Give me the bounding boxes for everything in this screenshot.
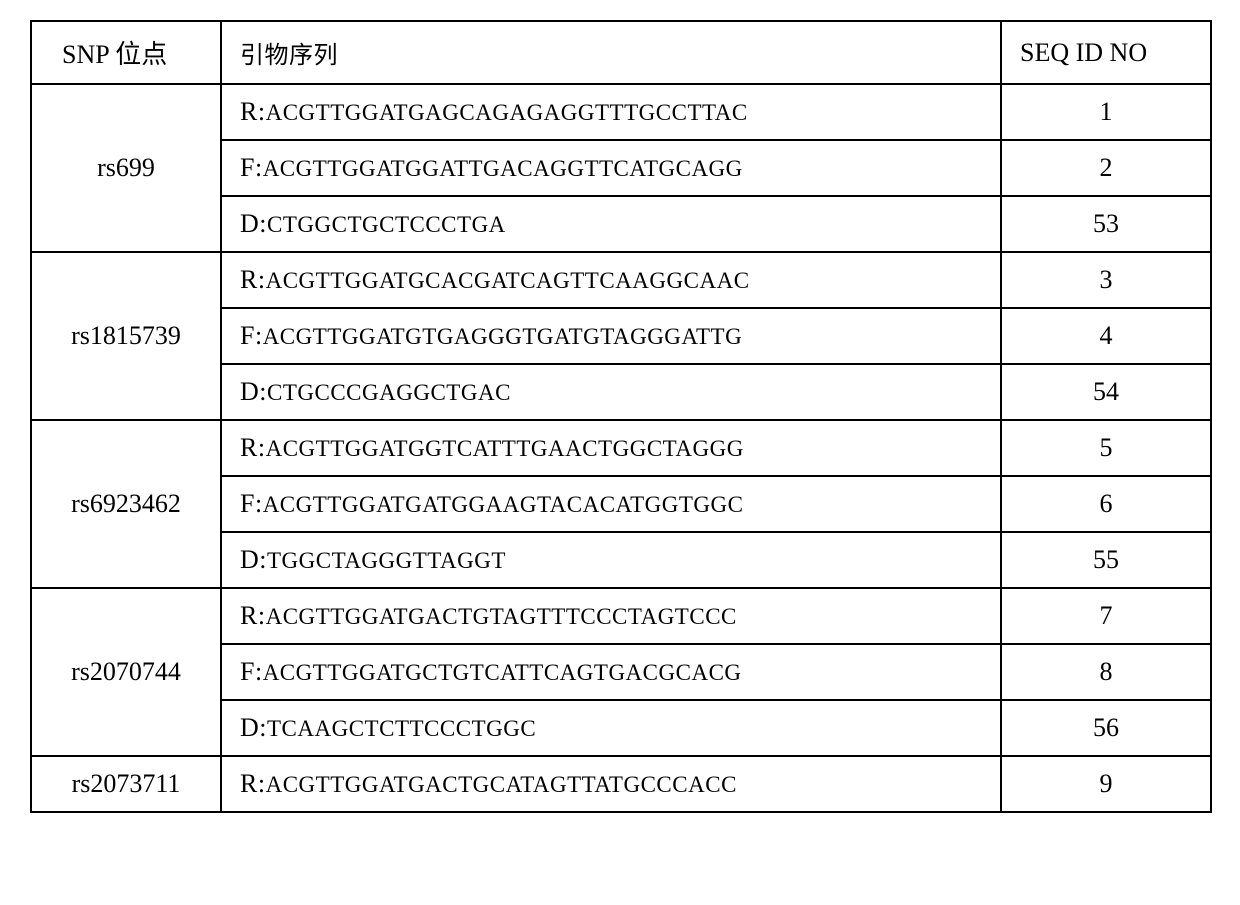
seqid-cell: 56 <box>1001 700 1211 756</box>
table-row: rs2070744 R:ACGTTGGATGACTGTAGTTTCCCTAGTC… <box>31 588 1211 644</box>
primer-seq: TCAAGCTCTTCCCTGGC <box>267 716 536 741</box>
primer-cell: R:ACGTTGGATGGTCATTTGAACTGGCTAGGG <box>221 420 1001 476</box>
primer-seq: ACGTTGGATGCTGTCATTCAGTGACGCACG <box>263 660 742 685</box>
primer-cell: F:ACGTTGGATGTGAGGGTGATGTAGGGATTG <box>221 308 1001 364</box>
primer-prefix: F: <box>240 321 263 350</box>
primer-prefix: D: <box>240 209 267 238</box>
primer-prefix: F: <box>240 657 263 686</box>
primer-seq: ACGTTGGATGAGCAGAGAGGTTTGCCTTAC <box>266 100 748 125</box>
primer-seq: CTGCCCGAGGCTGAC <box>267 380 511 405</box>
seqid-cell: 55 <box>1001 532 1211 588</box>
primer-seq: CTGGCTGCTCCCTGA <box>267 212 506 237</box>
primer-cell: D:CTGGCTGCTCCCTGA <box>221 196 1001 252</box>
primer-prefix: D: <box>240 545 267 574</box>
snp-site-cell: rs2070744 <box>31 588 221 756</box>
primer-prefix: F: <box>240 489 263 518</box>
primer-cell: R:ACGTTGGATGACTGTAGTTTCCCTAGTCCC <box>221 588 1001 644</box>
seqid-cell: 7 <box>1001 588 1211 644</box>
seqid-cell: 4 <box>1001 308 1211 364</box>
seqid-cell: 3 <box>1001 252 1211 308</box>
snp-site-cell: rs2073711 <box>31 756 221 812</box>
header-snp: SNP 位点 <box>31 21 221 84</box>
seqid-cell: 5 <box>1001 420 1211 476</box>
primer-cell: R:ACGTTGGATGAGCAGAGAGGTTTGCCTTAC <box>221 84 1001 140</box>
primer-prefix: F: <box>240 153 263 182</box>
primer-prefix: R: <box>240 265 266 294</box>
table-row: rs1815739 R:ACGTTGGATGCACGATCAGTTCAAGGCA… <box>31 252 1211 308</box>
snp-site-cell: rs1815739 <box>31 252 221 420</box>
seqid-cell: 8 <box>1001 644 1211 700</box>
primer-seq: ACGTTGGATGATGGAAGTACACATGGTGGC <box>263 492 744 517</box>
primer-cell: F:ACGTTGGATGATGGAAGTACACATGGTGGC <box>221 476 1001 532</box>
primer-cell: D:CTGCCCGAGGCTGAC <box>221 364 1001 420</box>
table-row: rs699 R:ACGTTGGATGAGCAGAGAGGTTTGCCTTAC 1 <box>31 84 1211 140</box>
seqid-cell: 53 <box>1001 196 1211 252</box>
seqid-cell: 9 <box>1001 756 1211 812</box>
primer-seq: ACGTTGGATGGTCATTTGAACTGGCTAGGG <box>266 436 744 461</box>
header-primer: 引物序列 <box>221 21 1001 84</box>
primer-prefix: D: <box>240 713 267 742</box>
primer-cell: D:TGGCTAGGGTTAGGT <box>221 532 1001 588</box>
seqid-cell: 54 <box>1001 364 1211 420</box>
primer-seq: ACGTTGGATGCACGATCAGTTCAAGGCAAC <box>266 268 750 293</box>
primer-prefix: D: <box>240 377 267 406</box>
primer-prefix: R: <box>240 433 266 462</box>
primer-cell: F:ACGTTGGATGGATTGACAGGTTCATGCAGG <box>221 140 1001 196</box>
primer-prefix: R: <box>240 97 266 126</box>
primer-seq: ACGTTGGATGACTGCATAGTTATGCCCACC <box>266 772 737 797</box>
primer-seq: ACGTTGGATGACTGTAGTTTCCCTAGTCCC <box>266 604 737 629</box>
header-seqid: SEQ ID NO <box>1001 21 1211 84</box>
primer-table: SNP 位点 引物序列 SEQ ID NO rs699 R:ACGTTGGATG… <box>30 20 1212 813</box>
primer-prefix: R: <box>240 601 266 630</box>
table-row: rs6923462 R:ACGTTGGATGGTCATTTGAACTGGCTAG… <box>31 420 1211 476</box>
table-row: rs2073711 R:ACGTTGGATGACTGCATAGTTATGCCCA… <box>31 756 1211 812</box>
primer-seq: TGGCTAGGGTTAGGT <box>267 548 506 573</box>
primer-seq: ACGTTGGATGGATTGACAGGTTCATGCAGG <box>263 156 743 181</box>
seqid-cell: 1 <box>1001 84 1211 140</box>
table-header-row: SNP 位点 引物序列 SEQ ID NO <box>31 21 1211 84</box>
snp-site-cell: rs6923462 <box>31 420 221 588</box>
seqid-cell: 6 <box>1001 476 1211 532</box>
seqid-cell: 2 <box>1001 140 1211 196</box>
primer-seq: ACGTTGGATGTGAGGGTGATGTAGGGATTG <box>263 324 743 349</box>
primer-cell: F:ACGTTGGATGCTGTCATTCAGTGACGCACG <box>221 644 1001 700</box>
snp-site-cell: rs699 <box>31 84 221 252</box>
primer-cell: R:ACGTTGGATGCACGATCAGTTCAAGGCAAC <box>221 252 1001 308</box>
primer-cell: R:ACGTTGGATGACTGCATAGTTATGCCCACC <box>221 756 1001 812</box>
primer-cell: D:TCAAGCTCTTCCCTGGC <box>221 700 1001 756</box>
primer-prefix: R: <box>240 769 266 798</box>
